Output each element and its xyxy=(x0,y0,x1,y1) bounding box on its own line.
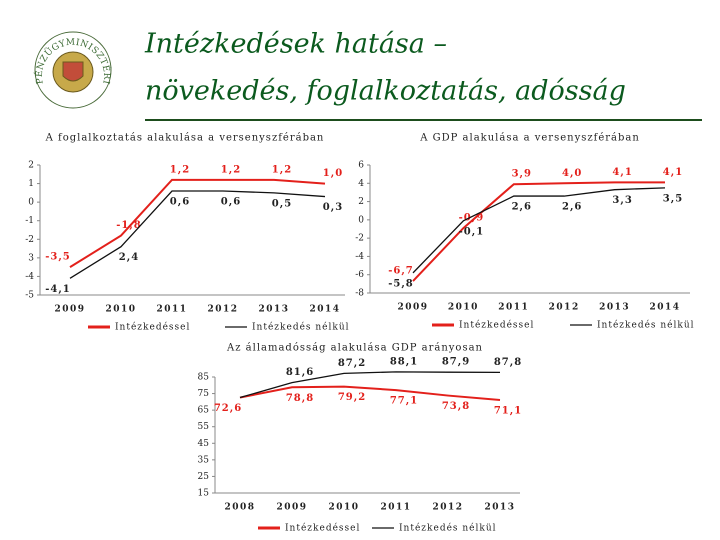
series-line xyxy=(69,178,326,268)
data-label: 3,3 xyxy=(612,195,632,206)
data-label: 78,8 xyxy=(286,393,314,404)
x-tick-label: 2014 xyxy=(649,303,680,313)
x-tick-label: 2014 xyxy=(309,305,340,315)
legend-label: Intézkedéssel xyxy=(285,523,360,534)
y-tick-label: 65 xyxy=(198,406,210,416)
y-tick-label: 6 xyxy=(358,161,364,171)
x-tick-label: 2009 xyxy=(397,303,428,313)
y-tick-label: 0 xyxy=(358,215,364,225)
x-tick-label: 2010 xyxy=(328,503,359,513)
data-label: 88,1 xyxy=(390,356,418,367)
data-label: -0,9 xyxy=(459,213,485,224)
data-label: 1,2 xyxy=(170,164,190,175)
legend-label: Intézkedés nélkül xyxy=(399,523,497,534)
chart-title: A foglalkoztatás alakulása a versenyszfé… xyxy=(45,133,325,144)
legend-label: Intézkedés nélkül xyxy=(597,320,695,331)
series-line xyxy=(239,385,501,402)
y-tick-label: -8 xyxy=(355,289,364,299)
slide-title: növekedés, foglalkoztatás, adósság xyxy=(145,76,626,107)
x-tick-label: 2011 xyxy=(156,305,187,315)
data-label: -1,8 xyxy=(116,220,142,231)
y-tick-label: -6 xyxy=(355,270,364,280)
data-label: 79,2 xyxy=(338,392,366,403)
data-label: 2,4 xyxy=(119,252,139,263)
x-tick-label: 2013 xyxy=(599,303,630,313)
data-label: -5,8 xyxy=(388,278,414,289)
data-label: 72,6 xyxy=(214,403,242,414)
data-label: 1,0 xyxy=(323,168,343,179)
x-tick-label: 2009 xyxy=(54,305,85,315)
data-label: 81,6 xyxy=(286,367,314,378)
data-label: -3,5 xyxy=(45,252,71,263)
y-tick-label: 4 xyxy=(358,179,364,189)
x-tick-label: 2009 xyxy=(276,503,307,513)
x-tick-label: 2013 xyxy=(484,503,515,513)
y-tick-label: 3 xyxy=(28,253,34,263)
chart-title: A GDP alakulása a versenyszférában xyxy=(419,133,640,144)
series-line xyxy=(69,190,326,279)
x-tick-label: 2012 xyxy=(432,503,463,513)
slide-title: Intézkedések hatása – xyxy=(144,29,447,60)
data-label: -0,1 xyxy=(459,226,485,237)
x-tick-label: 2011 xyxy=(498,303,529,313)
x-tick-label: 2010 xyxy=(105,305,136,315)
y-tick-label: 35 xyxy=(198,455,210,465)
x-tick-label: 2012 xyxy=(549,303,580,313)
y-tick-label: -5 xyxy=(25,291,34,301)
data-label: 1,2 xyxy=(221,164,241,175)
legend-label: Intézkedéssel xyxy=(459,320,534,331)
data-label: 1,2 xyxy=(272,164,292,175)
data-label: 87,8 xyxy=(494,357,522,368)
y-tick-label: 85 xyxy=(198,373,210,383)
y-tick-label: 45 xyxy=(198,439,210,449)
x-tick-label: 2013 xyxy=(258,305,289,315)
y-tick-label: 55 xyxy=(198,422,210,432)
y-tick-label: -2 xyxy=(25,235,34,245)
y-tick-label: -4 xyxy=(25,272,34,282)
legend-label: Intézkedéssel xyxy=(115,322,190,333)
series-line xyxy=(239,371,501,399)
data-label: 2,6 xyxy=(512,202,532,213)
data-label: 87,9 xyxy=(442,357,470,368)
data-label: -6,7 xyxy=(388,266,414,277)
x-tick-label: 2011 xyxy=(380,503,411,513)
data-label: 3,9 xyxy=(512,169,532,180)
series-line xyxy=(412,181,665,282)
y-tick-label: 2 xyxy=(28,161,34,171)
data-label: 4,0 xyxy=(562,168,582,179)
y-tick-label: 1 xyxy=(28,179,34,189)
data-label: 4,1 xyxy=(663,167,683,178)
x-tick-label: 2008 xyxy=(224,503,255,513)
y-tick-label: 2 xyxy=(358,197,364,207)
legend-label: Intézkedés nélkül xyxy=(252,322,350,333)
y-tick-label: 75 xyxy=(198,389,210,399)
data-label: -4,1 xyxy=(45,284,71,295)
data-label: 0,5 xyxy=(272,198,292,209)
data-label: 73,8 xyxy=(442,401,470,412)
chart: A GDP alakulása a versenyszférában 6 4 2 0 -2… xyxy=(355,133,695,331)
y-tick-label: 25 xyxy=(198,472,210,482)
y-tick-label: 15 xyxy=(198,489,210,499)
data-label: 0,6 xyxy=(221,197,241,208)
y-tick-label: -4 xyxy=(355,252,364,262)
series-line xyxy=(412,187,666,274)
data-label: 87,2 xyxy=(338,358,366,369)
chart: A foglalkoztatás alakulása a versenyszfé… xyxy=(25,133,350,333)
x-tick-label: 2010 xyxy=(448,303,479,313)
data-label: 3,5 xyxy=(663,193,683,204)
y-tick-label: -1 xyxy=(25,216,34,226)
data-label: 0,3 xyxy=(323,202,343,213)
chart: Az államadósság alakulása GDP arányosan 8… xyxy=(198,343,522,534)
data-label: 4,1 xyxy=(612,167,632,178)
data-label: 71,1 xyxy=(494,406,522,417)
y-tick-label: -2 xyxy=(355,234,364,244)
chart-title: Az államadósság alakulása GDP arányosan xyxy=(226,343,483,354)
logo: PÉNZÜGYMINISZTÉRIUM xyxy=(0,0,112,109)
y-tick-label: 0 xyxy=(28,198,34,208)
data-label: 77,1 xyxy=(390,396,418,407)
data-label: 2,6 xyxy=(562,202,582,213)
x-tick-label: 2012 xyxy=(207,305,238,315)
data-label: 0,6 xyxy=(170,197,190,208)
